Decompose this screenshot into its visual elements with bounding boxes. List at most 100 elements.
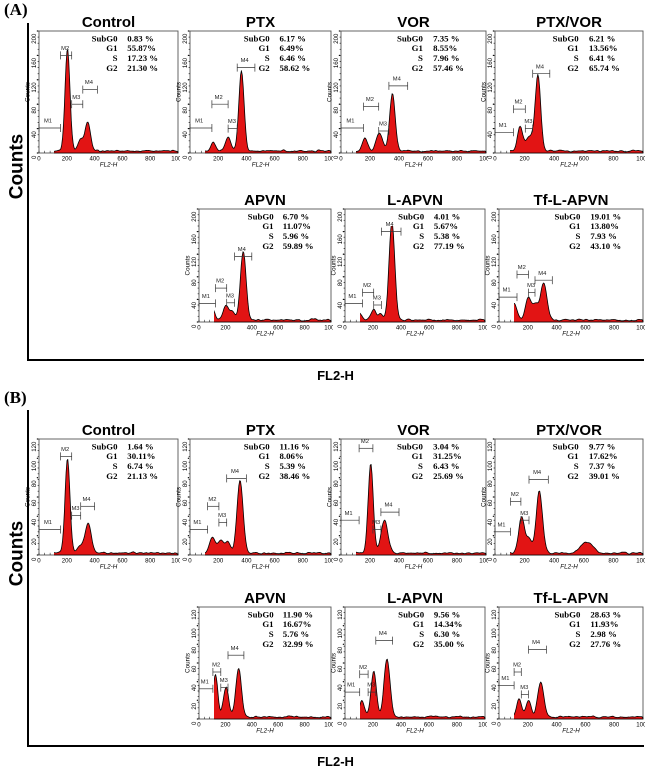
svg-text:Counts: Counts <box>331 653 338 673</box>
svg-text:M2: M2 <box>361 439 369 445</box>
svg-text:60: 60 <box>487 499 494 506</box>
svg-text:G1: G1 <box>258 43 269 53</box>
svg-text:FL2-H: FL2-H <box>252 564 270 571</box>
svg-text:G2: G2 <box>412 471 424 481</box>
svg-text:11.16 %: 11.16 % <box>280 441 310 451</box>
svg-text:M4: M4 <box>386 222 395 228</box>
svg-text:400: 400 <box>549 156 560 163</box>
svg-text:400: 400 <box>90 156 101 163</box>
svg-text:200: 200 <box>520 156 531 163</box>
svg-text:G2: G2 <box>567 63 579 73</box>
svg-text:200: 200 <box>31 33 38 44</box>
svg-text:80: 80 <box>191 279 198 286</box>
svg-text:G1: G1 <box>567 451 578 461</box>
svg-text:800: 800 <box>452 156 463 163</box>
svg-text:0: 0 <box>197 325 201 332</box>
svg-text:0: 0 <box>37 558 41 565</box>
svg-text:80: 80 <box>191 646 198 653</box>
svg-text:FL2-H: FL2-H <box>405 564 423 571</box>
svg-text:Counts: Counts <box>481 82 488 102</box>
svg-text:200: 200 <box>487 33 494 44</box>
svg-text:400: 400 <box>394 156 405 163</box>
svg-text:160: 160 <box>491 234 498 245</box>
svg-text:9.77 %: 9.77 % <box>589 441 615 451</box>
svg-text:200: 200 <box>62 156 73 163</box>
svg-text:1000: 1000 <box>636 325 645 332</box>
svg-text:VOR: VOR <box>397 14 430 31</box>
svg-text:M3: M3 <box>373 296 381 302</box>
svg-text:40: 40 <box>182 131 189 138</box>
svg-text:200: 200 <box>333 33 340 44</box>
svg-text:200: 200 <box>213 558 224 565</box>
svg-text:SubG0: SubG0 <box>398 609 425 619</box>
svg-text:G1: G1 <box>413 221 424 231</box>
svg-text:600: 600 <box>273 722 284 729</box>
svg-text:400: 400 <box>396 325 407 332</box>
svg-text:APVN: APVN <box>244 192 286 209</box>
svg-text:S: S <box>419 231 424 241</box>
svg-text:S: S <box>113 461 118 471</box>
svg-text:Counts: Counts <box>185 653 192 673</box>
svg-text:S: S <box>574 461 579 471</box>
svg-text:120: 120 <box>487 441 494 452</box>
svg-text:FL2-H: FL2-H <box>405 162 423 169</box>
svg-text:40: 40 <box>31 518 38 525</box>
svg-text:14.34%: 14.34% <box>434 619 463 629</box>
svg-text:80: 80 <box>337 279 344 286</box>
svg-text:M2: M2 <box>514 100 522 106</box>
svg-text:200: 200 <box>520 558 531 565</box>
svg-text:S: S <box>269 629 274 639</box>
svg-text:G1: G1 <box>106 43 117 53</box>
svg-text:G2: G2 <box>569 639 581 649</box>
svg-text:Counts: Counts <box>485 256 492 276</box>
svg-text:17.23 %: 17.23 % <box>127 53 158 63</box>
svg-text:55.87%: 55.87% <box>127 43 156 53</box>
svg-text:200: 200 <box>523 722 534 729</box>
svg-text:160: 160 <box>191 234 198 245</box>
svg-text:FL2-H: FL2-H <box>562 331 580 338</box>
svg-text:100: 100 <box>31 460 38 471</box>
svg-text:80: 80 <box>491 646 498 653</box>
svg-text:59.89 %: 59.89 % <box>283 241 314 251</box>
svg-text:800: 800 <box>298 558 309 565</box>
svg-text:200: 200 <box>368 325 379 332</box>
svg-text:M1: M1 <box>346 119 354 125</box>
svg-text:120: 120 <box>182 441 189 452</box>
svg-text:77.19 %: 77.19 % <box>434 241 465 251</box>
svg-text:S: S <box>265 53 270 63</box>
svg-text:6.70 %: 6.70 % <box>283 211 309 221</box>
svg-text:40: 40 <box>333 131 340 138</box>
svg-text:M2: M2 <box>61 447 69 453</box>
svg-text:Counts: Counts <box>485 653 492 673</box>
svg-text:M2: M2 <box>215 95 223 101</box>
svg-text:M4: M4 <box>231 646 240 652</box>
svg-text:G1: G1 <box>412 43 423 53</box>
svg-text:M1: M1 <box>501 676 509 682</box>
svg-text:600: 600 <box>580 325 591 332</box>
svg-text:4.01 %: 4.01 % <box>434 211 460 221</box>
svg-text:SubG0: SubG0 <box>553 33 580 43</box>
svg-text:120: 120 <box>333 82 340 93</box>
svg-text:200: 200 <box>220 722 231 729</box>
svg-text:M2: M2 <box>511 492 519 498</box>
svg-text:Counts: Counts <box>481 487 488 507</box>
svg-text:40: 40 <box>191 301 198 308</box>
svg-text:SubG0: SubG0 <box>248 609 275 619</box>
svg-text:5.76 %: 5.76 % <box>283 629 309 639</box>
svg-text:200: 200 <box>491 211 498 222</box>
svg-text:L-APVN: L-APVN <box>387 192 443 209</box>
svg-text:25.69 %: 25.69 % <box>433 471 464 481</box>
svg-text:M1: M1 <box>193 520 201 526</box>
svg-text:100: 100 <box>491 628 498 639</box>
svg-text:80: 80 <box>487 480 494 487</box>
svg-text:M4: M4 <box>238 247 247 253</box>
svg-text:M1: M1 <box>499 123 507 129</box>
svg-text:M1: M1 <box>345 511 353 517</box>
svg-text:57.46 %: 57.46 % <box>433 63 464 73</box>
svg-text:400: 400 <box>90 558 101 565</box>
svg-text:38.46 %: 38.46 % <box>280 471 311 481</box>
svg-text:M4: M4 <box>533 470 542 476</box>
svg-text:160: 160 <box>333 57 340 68</box>
svg-text:200: 200 <box>213 156 224 163</box>
svg-text:27.76 %: 27.76 % <box>590 639 621 649</box>
